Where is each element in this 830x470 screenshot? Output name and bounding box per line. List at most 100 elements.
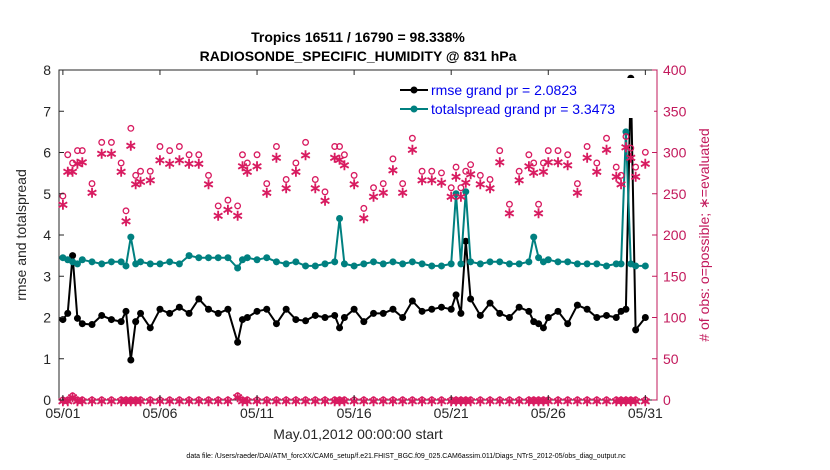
totalspread-point xyxy=(437,262,445,270)
obs-possible-point xyxy=(59,192,67,200)
right-y-tick-label: 300 xyxy=(663,145,687,161)
obs-zero-possible-point xyxy=(282,396,290,404)
totalspread-point xyxy=(311,262,319,270)
obs-zero-possible-point xyxy=(69,392,77,400)
totalspread-point xyxy=(331,258,339,266)
obs-zero-possible-point xyxy=(462,396,470,404)
obs-possible-point xyxy=(78,147,86,155)
obs-possible-point xyxy=(593,159,601,167)
totalspread-point xyxy=(243,254,251,262)
totalspread-point xyxy=(137,258,145,266)
obs-zero-evaluated-point: ∗ xyxy=(474,393,487,410)
obs-zero-evaluated-point: ∗ xyxy=(629,393,642,410)
right-y-axis: 0 50 100 150 200 250 300 350 400 xyxy=(652,62,687,408)
rmse-point xyxy=(573,301,581,309)
obs-evaluated-point: ∗ xyxy=(503,205,516,222)
obs-possible-point xyxy=(127,124,135,132)
obs-evaluated-point: ∗ xyxy=(129,176,142,193)
totalspread-point xyxy=(544,256,552,264)
obs-zero-possible-point xyxy=(340,396,348,404)
rmse-point xyxy=(399,314,407,321)
obs-possible-point xyxy=(156,143,164,150)
totalspread-point xyxy=(467,258,475,266)
chart-title-line1: Tropics 16511 / 16790 = 98.338% xyxy=(251,29,465,45)
left-y-tick-label: 7 xyxy=(43,103,51,119)
totalspread-point xyxy=(496,258,504,266)
totalspread-series xyxy=(59,128,649,272)
obs-zero-evaluated-point: ∗ xyxy=(435,393,448,410)
rmse-point xyxy=(467,295,475,303)
obs-possible-point xyxy=(311,176,319,183)
obs-possible-point xyxy=(544,147,552,155)
rmse-point xyxy=(515,303,523,311)
obs-evaluated-point: ∗ xyxy=(624,150,637,167)
rmse-point xyxy=(447,305,455,313)
obs-zero-evaluated-point: ∗ xyxy=(163,393,176,410)
rmse-point xyxy=(428,305,436,313)
totalspread-point xyxy=(73,260,81,268)
totalspread-point xyxy=(98,260,106,268)
obs-zero-evaluated-point: ∗ xyxy=(260,393,273,410)
totalspread-point xyxy=(476,260,484,268)
obs-evaluated-point: ∗ xyxy=(484,180,497,197)
totalspread-point xyxy=(408,258,416,266)
obs-possible-point xyxy=(370,184,377,192)
plot-area xyxy=(58,69,658,401)
obs-evaluated-point: ∗ xyxy=(435,174,448,191)
obs-zero-possible-point xyxy=(64,396,72,404)
obs-evaluated-point: ∗ xyxy=(425,172,438,189)
obs-zero-possible-point xyxy=(98,396,106,404)
obs-zero-evaluated-point: ∗ xyxy=(76,393,89,410)
obs-evaluated-point: ∗ xyxy=(620,139,633,156)
rmse-point xyxy=(69,252,77,260)
obs-evaluated-point: ∗ xyxy=(406,141,419,158)
rmse-point xyxy=(535,320,543,328)
obs-evaluated-point: ∗ xyxy=(236,158,249,175)
obs-zero-possible-point xyxy=(185,396,193,404)
rmse-point xyxy=(78,320,86,328)
obs-possible-point xyxy=(253,151,261,159)
obs-possible-point xyxy=(336,143,344,150)
obs-evaluated-point: ∗ xyxy=(445,188,458,205)
x-tick-label: 05/06 xyxy=(142,405,177,421)
rmse-point xyxy=(224,305,232,313)
rmse-point xyxy=(321,314,329,321)
obs-zero-possible-point xyxy=(564,396,572,404)
totalspread-point xyxy=(360,260,368,268)
obs-zero-evaluated-point: ∗ xyxy=(367,393,380,410)
obs-zero-evaluated-point: ∗ xyxy=(134,393,147,410)
left-y-tick-label: 6 xyxy=(43,145,51,161)
rmse-point xyxy=(496,309,504,317)
obs-zero-evaluated-point: ∗ xyxy=(493,393,506,410)
obs-possible-point xyxy=(88,180,96,188)
obs-zero-possible-point xyxy=(389,396,397,404)
obs-possible-point xyxy=(224,196,232,204)
obs-possible-point xyxy=(627,144,635,152)
x-tick-label: 05/11 xyxy=(240,405,274,421)
rmse-point xyxy=(146,324,154,332)
obs-evaluated-point: ∗ xyxy=(105,146,118,163)
obs-evaluated-point: ∗ xyxy=(542,154,555,171)
totalspread-point xyxy=(515,260,523,268)
obs-zero-possible-point xyxy=(505,396,513,404)
totalspread-point xyxy=(156,260,164,268)
totalspread-point xyxy=(622,128,630,136)
totalspread-point xyxy=(399,260,407,268)
rmse-point xyxy=(185,309,193,317)
totalspread-point xyxy=(462,188,470,196)
obs-zero-evaluated-point: ∗ xyxy=(299,393,312,410)
totalspread-point xyxy=(336,215,344,222)
obs-possible-point xyxy=(583,143,591,150)
obs-zero-possible-point xyxy=(535,396,543,404)
obs-possible-point xyxy=(98,138,106,146)
obs-zero-possible-point xyxy=(399,396,407,404)
obs-zero-possible-point xyxy=(107,396,115,404)
obs-zero-possible-point xyxy=(273,396,280,404)
obs-evaluated-point: ∗ xyxy=(260,184,273,201)
obs-evaluated-point: ∗ xyxy=(474,176,487,193)
obs-possible-point xyxy=(632,163,640,171)
obs-evaluated-point: ∗ xyxy=(600,141,613,158)
obs-possible-point xyxy=(137,167,144,175)
totalspread-point xyxy=(195,254,203,262)
obs-evaluated-point: ∗ xyxy=(591,164,604,181)
